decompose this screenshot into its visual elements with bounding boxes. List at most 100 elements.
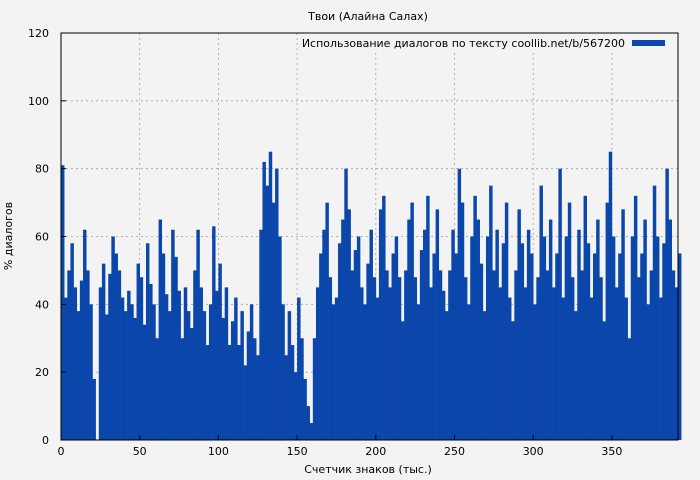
bar [202, 311, 207, 440]
bar [536, 277, 540, 440]
bar [637, 277, 641, 440]
bar [539, 185, 543, 440]
bar [281, 304, 285, 440]
bar [98, 287, 103, 440]
y-tick-label: 40 [35, 298, 49, 311]
bar [224, 287, 229, 440]
bar [397, 277, 402, 440]
bar [111, 236, 115, 440]
bar [344, 168, 348, 440]
bar [253, 338, 257, 440]
bar [615, 287, 619, 440]
bar [300, 338, 304, 440]
bar [293, 372, 298, 440]
bar [501, 243, 506, 440]
bar [589, 297, 594, 440]
bar [183, 287, 188, 440]
bar [485, 236, 490, 440]
y-tick-label: 80 [35, 163, 49, 176]
bar [243, 365, 248, 440]
bar [618, 253, 622, 440]
bar [67, 270, 71, 440]
bar [504, 202, 509, 440]
bar [643, 219, 647, 440]
bar [186, 311, 191, 440]
bar [375, 297, 380, 440]
bar [593, 253, 597, 440]
bar [473, 195, 477, 440]
bar [416, 304, 421, 440]
legend-swatch [632, 40, 665, 46]
bar [611, 236, 616, 440]
bar [624, 297, 628, 440]
bar [303, 378, 307, 440]
bar [655, 236, 660, 440]
bar [467, 304, 471, 440]
bar [268, 151, 273, 441]
bar [621, 209, 625, 440]
bar [583, 195, 588, 440]
bar [508, 297, 512, 440]
bar [350, 270, 355, 440]
bar [275, 168, 279, 440]
bar [347, 209, 351, 440]
bar [526, 229, 531, 440]
bar [319, 253, 323, 440]
bar [120, 297, 125, 440]
bar [190, 328, 194, 440]
bar [73, 287, 78, 440]
bar [511, 321, 515, 440]
bar [492, 270, 496, 440]
bar [76, 311, 81, 440]
bar [83, 229, 87, 440]
bar [328, 277, 333, 440]
y-tick-label: 20 [35, 366, 49, 379]
bar [249, 304, 254, 440]
x-tick-label: 350 [601, 445, 622, 458]
bar [564, 236, 569, 440]
legend-label: Использование диалогов по тексту coollib… [302, 37, 625, 50]
bar [158, 219, 163, 440]
bar [378, 209, 383, 440]
x-tick-label: 200 [365, 445, 386, 458]
bar [382, 195, 386, 440]
bar [230, 321, 235, 440]
bar [385, 270, 389, 440]
bar [520, 243, 525, 440]
bar [92, 378, 96, 440]
bar [221, 317, 225, 440]
bar [530, 253, 534, 440]
bar [331, 304, 336, 440]
y-tick-label: 0 [42, 434, 49, 447]
bar [130, 304, 134, 440]
bar [678, 253, 682, 440]
bar [171, 229, 175, 440]
bar [671, 270, 676, 440]
bar [602, 321, 606, 440]
x-tick-label: 0 [58, 445, 65, 458]
bar [574, 311, 578, 440]
bar [596, 219, 600, 440]
bar [218, 263, 222, 440]
x-tick-label: 300 [523, 445, 544, 458]
bar [495, 229, 499, 440]
bar [517, 209, 521, 440]
bar [70, 243, 74, 440]
bar [353, 250, 358, 440]
bar [633, 195, 638, 440]
bar [105, 314, 109, 440]
bar [649, 270, 654, 440]
bar [196, 229, 200, 440]
bar [366, 263, 370, 440]
bar [271, 202, 276, 440]
bar [240, 311, 244, 440]
bar [199, 287, 203, 440]
bar [448, 270, 452, 440]
bar [369, 229, 373, 440]
bar [423, 229, 427, 440]
y-tick-label: 120 [28, 27, 49, 40]
bar [570, 277, 575, 440]
bar [555, 253, 559, 440]
bar [205, 345, 210, 440]
